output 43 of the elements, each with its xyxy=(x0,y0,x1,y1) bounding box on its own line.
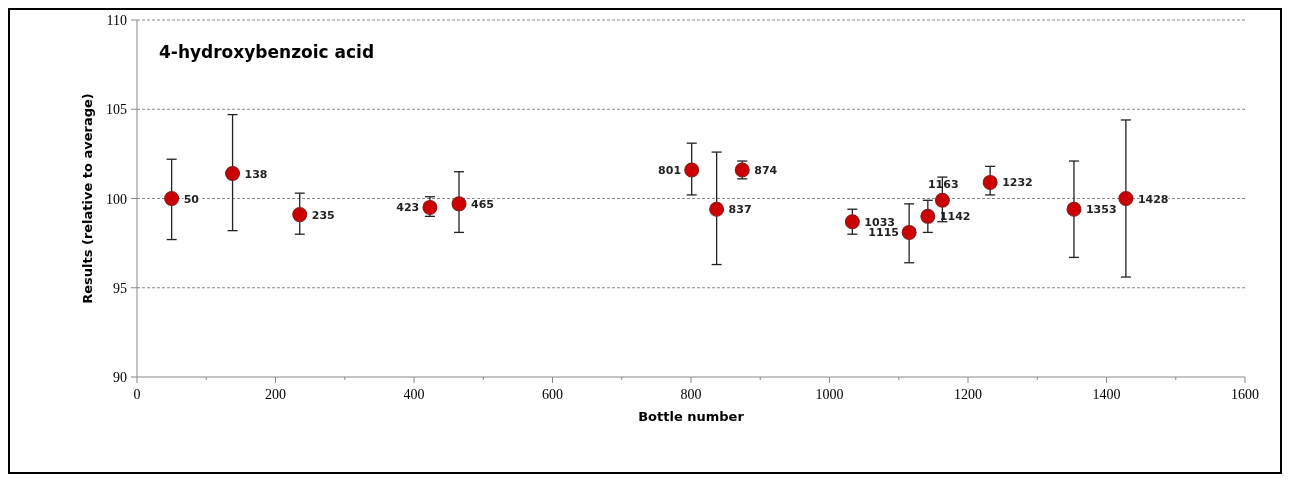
x-tick-label: 1600 xyxy=(1231,387,1259,402)
point xyxy=(292,207,308,223)
annotation: 50 xyxy=(183,192,200,206)
x-tick-label: 800 xyxy=(680,387,702,402)
annotation: 235 xyxy=(311,208,335,222)
point xyxy=(164,191,180,206)
annotation: 1428 xyxy=(1137,192,1169,206)
x-tick-label: 1200 xyxy=(954,387,982,402)
point xyxy=(1066,201,1082,217)
point xyxy=(684,162,700,178)
point xyxy=(901,224,917,240)
y-tick-label: 110 xyxy=(106,13,127,28)
x-tick-label: 1000 xyxy=(815,387,844,402)
annotation: 465 xyxy=(471,197,494,211)
text: 4-hydroxybenzoic acid xyxy=(159,42,375,62)
x-axis-title: Bottle number xyxy=(638,409,745,424)
y-axis-title: Results (relative to average) xyxy=(80,93,95,304)
annotation: 837 xyxy=(728,203,752,217)
point xyxy=(1118,191,1134,206)
point xyxy=(451,196,467,212)
x-tick-label: 0 xyxy=(133,387,141,402)
y-tick-label: 95 xyxy=(113,280,127,296)
annotation: 1232 xyxy=(1002,176,1033,190)
annotation: 1353 xyxy=(1085,203,1117,217)
annotation: 874 xyxy=(754,163,778,177)
annotation: 1033 xyxy=(864,215,895,229)
annotation: 1115 xyxy=(868,226,899,240)
annotation: 423 xyxy=(396,201,420,215)
point xyxy=(709,201,725,217)
point xyxy=(934,192,950,208)
point xyxy=(844,214,860,230)
y-tick-label: 105 xyxy=(106,102,127,118)
x-tick-label: 200 xyxy=(265,387,286,402)
annotation: 801 xyxy=(658,163,682,177)
point xyxy=(225,166,241,182)
point xyxy=(920,208,936,224)
x-tick-label: 400 xyxy=(403,387,425,402)
x-tick-label: 600 xyxy=(542,387,563,402)
x-tick-label: 1400 xyxy=(1092,387,1121,402)
point xyxy=(982,174,998,190)
y-tick-label: 90 xyxy=(113,370,127,385)
y-tick-label: 100 xyxy=(106,191,127,207)
annotation: 138 xyxy=(244,167,268,181)
